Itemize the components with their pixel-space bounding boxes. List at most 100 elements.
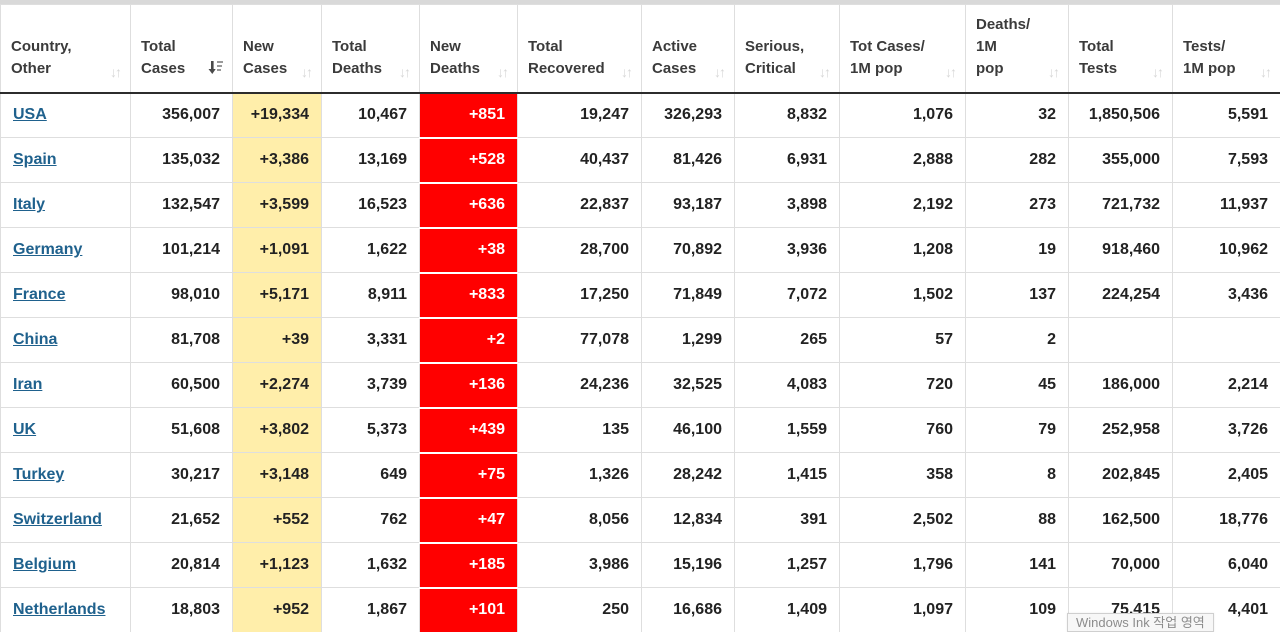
country-link[interactable]: Netherlands <box>13 601 106 618</box>
cell-total-deaths: 5,373 <box>321 407 420 453</box>
column-label: Serious, Critical <box>745 37 805 77</box>
column-header-country[interactable]: Country, Other ↓↑ <box>0 4 131 94</box>
sort-both-icon: ↓↑ <box>1260 63 1272 80</box>
column-header-deaths-1m[interactable]: Deaths/ 1M pop ↓↑ <box>965 4 1069 94</box>
country-link[interactable]: China <box>13 331 58 348</box>
column-header-total-tests[interactable]: Total Tests ↓↑ <box>1068 4 1173 94</box>
cell-deaths-1m: 2 <box>965 317 1069 363</box>
cell-deaths-1m: 32 <box>965 92 1069 138</box>
cell-new-cases: +3,148 <box>232 452 322 498</box>
cell-total-cases: 356,007 <box>130 92 233 138</box>
cell-tests-1m: 7,593 <box>1172 137 1280 183</box>
column-header-total-deaths[interactable]: Total Deaths ↓↑ <box>321 4 420 94</box>
windows-ink-workspace-tooltip: Windows Ink 작업 영역 <box>1067 613 1214 632</box>
sort-both-icon: ↓↑ <box>399 63 411 80</box>
table-body: USA 356,007 +19,334 10,467 +851 19,247 326,293… <box>0 91 1280 632</box>
cell-country: Germany <box>0 227 131 273</box>
country-link[interactable]: Belgium <box>13 556 77 573</box>
cell-tot-cases-1m: 1,097 <box>839 587 966 632</box>
cell-new-cases: +2,274 <box>232 362 322 408</box>
sort-both-icon: ↓↑ <box>714 63 726 80</box>
column-header-total-cases[interactable]: Total Cases <box>130 4 233 94</box>
column-header-serious-critical[interactable]: Serious, Critical ↓↑ <box>734 4 840 94</box>
cell-tot-cases-1m: 1,502 <box>839 272 966 318</box>
column-header-total-recovered[interactable]: Total Recovered ↓↑ <box>517 4 642 94</box>
cell-active-cases: 93,187 <box>641 182 735 228</box>
cell-total-deaths: 13,169 <box>321 137 420 183</box>
sort-both-icon: ↓↑ <box>819 63 831 80</box>
country-link[interactable]: Iran <box>13 376 43 393</box>
cell-total-recovered: 22,837 <box>517 182 642 228</box>
country-link[interactable]: USA <box>13 106 47 124</box>
cell-deaths-1m: 273 <box>965 182 1069 228</box>
cell-total-tests: 1,850,506 <box>1068 92 1173 138</box>
cell-active-cases: 70,892 <box>641 227 735 273</box>
column-header-new-cases[interactable]: New Cases ↓↑ <box>232 4 322 94</box>
cell-new-cases: +39 <box>232 317 322 363</box>
cell-total-cases: 18,803 <box>130 587 233 632</box>
cell-total-cases: 81,708 <box>130 317 233 363</box>
column-header-tests-1m[interactable]: Tests/ 1M pop ↓↑ <box>1172 4 1280 94</box>
column-label: Total Tests <box>1079 37 1118 77</box>
cell-country: Switzerland <box>0 497 131 543</box>
table-row: China 81,708 +39 3,331 +2 77,078 1,299 265 57 2 <box>0 316 1280 364</box>
cell-new-deaths: +851 <box>419 91 518 139</box>
cell-deaths-1m: 45 <box>965 362 1069 408</box>
country-link[interactable]: Italy <box>13 196 46 213</box>
cell-new-cases: +19,334 <box>232 92 322 138</box>
country-link[interactable]: Turkey <box>13 466 65 483</box>
cell-total-deaths: 1,867 <box>321 587 420 632</box>
sort-desc-active-icon <box>208 60 223 74</box>
cell-tot-cases-1m: 358 <box>839 452 966 498</box>
cell-serious-critical: 1,559 <box>734 407 840 453</box>
cell-deaths-1m: 141 <box>965 542 1069 588</box>
cell-tot-cases-1m: 1,076 <box>839 92 966 138</box>
cell-country: Iran <box>0 362 131 408</box>
countries-stats-table: Country, Other ↓↑ Total Cases New Cases ↓↑ To… <box>0 4 1280 632</box>
cell-deaths-1m: 282 <box>965 137 1069 183</box>
table-row: Spain 135,032 +3,386 13,169 +528 40,437 81,426… <box>0 136 1280 184</box>
cell-deaths-1m: 8 <box>965 452 1069 498</box>
cell-total-tests: 252,958 <box>1068 407 1173 453</box>
cell-total-tests: 721,732 <box>1068 182 1173 228</box>
cell-total-recovered: 250 <box>517 587 642 632</box>
cell-country: Italy <box>0 182 131 228</box>
sort-desc-active-icon <box>208 60 224 80</box>
table-row: Italy 132,547 +3,599 16,523 +636 22,837 93,187… <box>0 181 1280 229</box>
cell-active-cases: 15,196 <box>641 542 735 588</box>
column-header-tot-cases-1m[interactable]: Tot Cases/ 1M pop ↓↑ <box>839 4 966 94</box>
cell-total-deaths: 3,331 <box>321 317 420 363</box>
sort-both-icon: ↓↑ <box>497 63 509 80</box>
column-label: Country, Other <box>11 37 72 77</box>
country-link[interactable]: Germany <box>13 241 83 258</box>
cell-total-cases: 20,814 <box>130 542 233 588</box>
cell-total-cases: 98,010 <box>130 272 233 318</box>
cell-total-deaths: 8,911 <box>321 272 420 318</box>
cell-tot-cases-1m: 2,888 <box>839 137 966 183</box>
cell-total-deaths: 3,739 <box>321 362 420 408</box>
cell-new-deaths: +38 <box>419 226 518 274</box>
cell-serious-critical: 4,083 <box>734 362 840 408</box>
country-link[interactable]: Spain <box>13 151 57 168</box>
cell-tests-1m: 6,040 <box>1172 542 1280 588</box>
cell-deaths-1m: 109 <box>965 587 1069 632</box>
column-label: Total Deaths <box>332 37 383 77</box>
country-link[interactable]: France <box>13 286 66 303</box>
cell-tot-cases-1m: 1,208 <box>839 227 966 273</box>
cell-new-deaths: +833 <box>419 271 518 319</box>
column-header-active-cases[interactable]: Active Cases ↓↑ <box>641 4 735 94</box>
country-link[interactable]: Switzerland <box>13 511 102 528</box>
top-border-strip <box>0 0 1280 4</box>
column-label: New Cases <box>243 37 288 77</box>
column-label: Total Cases <box>141 37 186 77</box>
cell-serious-critical: 3,898 <box>734 182 840 228</box>
cell-new-deaths: +185 <box>419 541 518 589</box>
cell-serious-critical: 265 <box>734 317 840 363</box>
country-link[interactable]: UK <box>13 421 37 438</box>
cell-tests-1m: 3,726 <box>1172 407 1280 453</box>
cell-tot-cases-1m: 760 <box>839 407 966 453</box>
column-header-new-deaths[interactable]: New Deaths ↓↑ <box>419 4 518 94</box>
table-row: Iran 60,500 +2,274 3,739 +136 24,236 32,525 4,0… <box>0 361 1280 409</box>
cell-total-cases: 21,652 <box>130 497 233 543</box>
